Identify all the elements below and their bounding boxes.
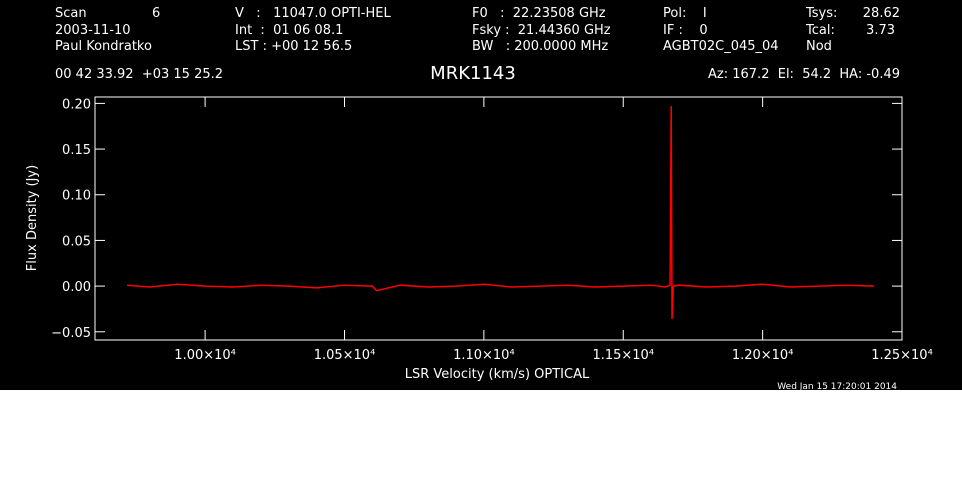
x-tick-label: 1.10×10⁴ — [453, 348, 515, 363]
plot-background — [0, 0, 962, 390]
x-tick-label: 1.25×10⁴ — [871, 348, 933, 363]
x-tick-label: 1.15×10⁴ — [592, 348, 654, 363]
header-text: 3.73 — [866, 23, 895, 38]
y-tick-label: 0.00 — [62, 280, 91, 295]
header-text: 00 42 33.92 +03 15 25.2 — [55, 67, 223, 82]
plot-frame — [94, 96, 903, 341]
header-text: IF : 0 — [663, 23, 708, 38]
header-text: LST : +00 12 56.5 — [235, 39, 352, 54]
header-text: F0 : 22.23508 GHz — [472, 6, 606, 21]
header-text: Tcal: — [805, 23, 835, 38]
y-axis-label: Flux Density (Jy) — [25, 165, 40, 271]
header-text: Tsys: — [805, 6, 837, 21]
spectrum-line — [126, 106, 875, 320]
y-tick-label: 0.05 — [62, 234, 91, 249]
header-text: Nod — [806, 39, 832, 54]
header-text: Paul Kondratko — [55, 39, 152, 54]
x-axis-label: LSR Velocity (km/s) OPTICAL — [405, 367, 590, 382]
chart-title: MRK1143 — [430, 63, 516, 84]
y-tick-label: 0.15 — [62, 143, 91, 158]
x-tick-label: 1.20×10⁴ — [732, 348, 794, 363]
header-text: V : 11047.0 OPTI-HEL — [235, 6, 391, 21]
header-text: BW : 200.0000 MHz — [472, 39, 608, 54]
y-tick-label: 0.20 — [62, 97, 91, 112]
header-text: 28.62 — [863, 6, 900, 21]
header-text: Scan — [55, 6, 87, 21]
x-tick-label: 1.00×10⁴ — [174, 348, 236, 363]
header-text: Pol: I — [663, 6, 707, 21]
timestamp: Wed Jan 15 17:20:01 2014 — [777, 382, 897, 392]
header-text: AGBT02C_045_04 — [663, 39, 779, 54]
header-text: Fsky : 21.44360 GHz — [472, 23, 611, 38]
header-text: Int : 01 06 08.1 — [235, 23, 343, 38]
header-text: 6 — [152, 6, 160, 21]
y-tick-label: −0.05 — [51, 326, 91, 341]
x-tick-label: 1.05×10⁴ — [314, 348, 376, 363]
y-tick-label: 0.10 — [62, 189, 91, 204]
header-text: Az: 167.2 El: 54.2 HA: -0.49 — [708, 67, 900, 82]
header-text: 2003-11-10 — [55, 23, 131, 38]
